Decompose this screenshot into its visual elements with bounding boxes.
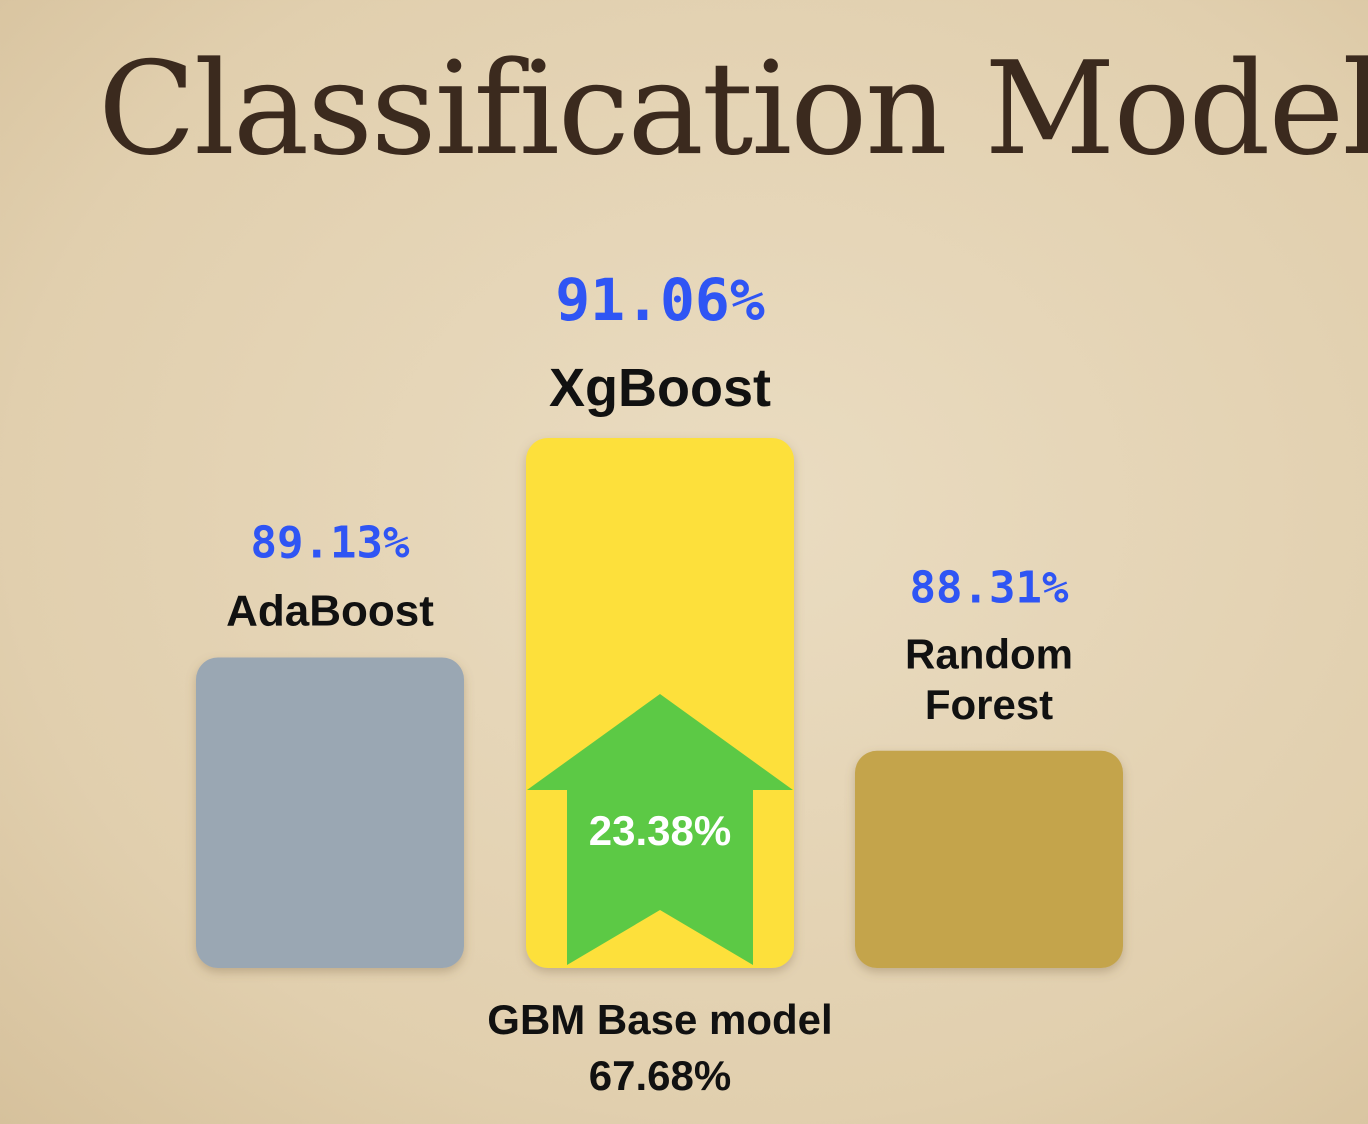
category-label-2-0: Random (905, 630, 1073, 677)
improvement-arrow (527, 694, 793, 965)
bar-0 (196, 657, 464, 968)
category-label-1-0: XgBoost (549, 358, 771, 418)
base-model-value: 67.68% (589, 1052, 731, 1099)
category-label-0-0: AdaBoost (226, 587, 434, 636)
value-label-0: 89.13% (251, 518, 410, 569)
base-model-label: GBM Base model (487, 996, 832, 1043)
value-label-1: 91.06% (555, 266, 765, 334)
bar-2 (855, 750, 1123, 968)
category-label-2-1: Forest (925, 681, 1053, 728)
value-label-2: 88.31% (910, 562, 1069, 613)
improvement-label: 23.38% (589, 807, 731, 854)
slide-title: Classification Model (98, 35, 1368, 184)
